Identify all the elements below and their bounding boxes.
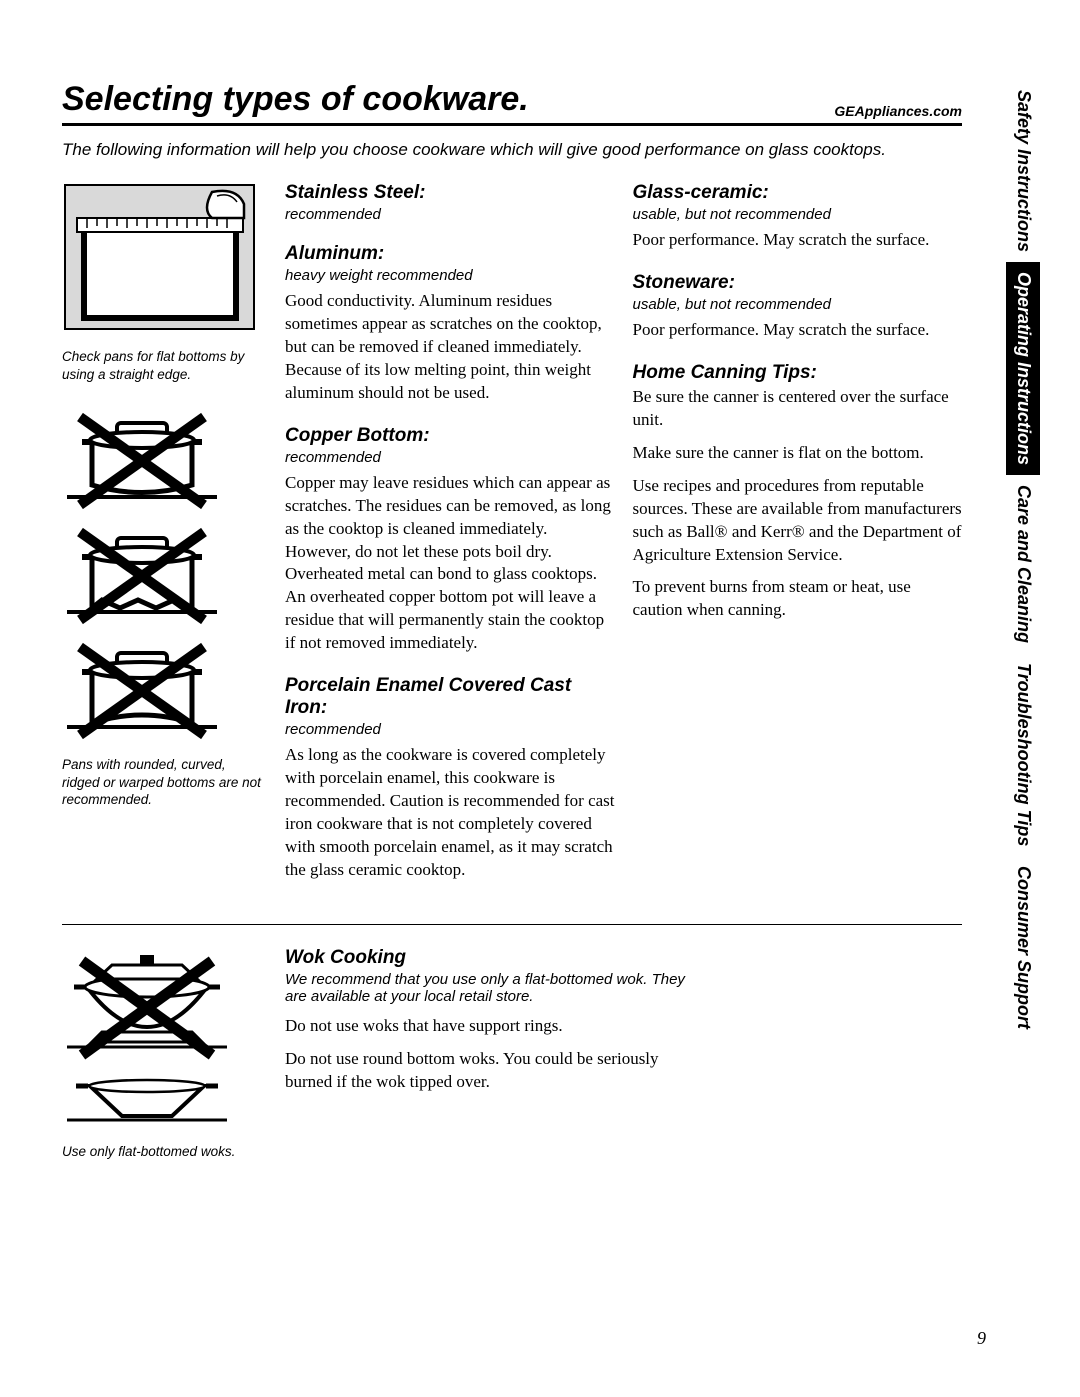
col-mid: Stainless Steel: recommended Aluminum: h… [285,182,615,902]
illus-bad-pan-3 [62,635,267,740]
sec-glass-ceramic: Glass-ceramic: usable, but not recommend… [633,182,963,252]
illus-wok-good [62,1072,267,1127]
illus-bad-pan-1 [62,405,267,510]
site-link[interactable]: GEAppliances.com [834,103,962,119]
sec-title: Stainless Steel: [285,182,615,204]
sec-wok: Wok Cooking We recommend that you use on… [285,947,705,1183]
sec-canning: Home Canning Tips: Be sure the canner is… [633,362,963,622]
sec-sub: heavy weight recommended [285,267,615,284]
col-right: Glass-ceramic: usable, but not recommend… [633,182,963,902]
sec-body: Good conductivity. Aluminum residues som… [285,290,615,405]
sec-sub: We recommend that you use only a flat-bo… [285,971,705,1005]
sec-body: Poor performance. May scratch the surfac… [633,229,963,252]
side-tabs: Safety Instructions Operating Instructio… [1006,80,1040,1039]
sec-body: Copper may leave residues which can appe… [285,472,615,656]
sec-title: Copper Bottom: [285,425,615,447]
sec-aluminum: Aluminum: heavy weight recommended Good … [285,243,615,405]
sec-stainless: Stainless Steel: recommended [285,182,615,223]
illus-bad-pan-2 [62,520,267,625]
page-title: Selecting types of cookware. [62,80,529,119]
tab-consumer[interactable]: Consumer Support [1006,856,1040,1039]
sec-sub: recommended [285,721,615,738]
illustrations: Check pans for flat bottoms by using a s… [62,182,267,902]
caption-flat-bottom: Check pans for flat bottoms by using a s… [62,348,262,383]
sec-body: Be sure the canner is centered over the … [633,386,963,622]
sec-title: Porcelain Enamel Covered Cast Iron: [285,675,615,719]
sec-title: Aluminum: [285,243,615,265]
sec-body: Do not use woks that have support rings.… [285,1015,705,1094]
sec-title: Wok Cooking [285,947,705,969]
illus-flat-bottom [62,182,267,332]
intro-text: The following information will help you … [62,140,962,160]
sec-porcelain: Porcelain Enamel Covered Cast Iron: reco… [285,675,615,882]
sec-sub: recommended [285,449,615,466]
sec-sub: usable, but not recommended [633,206,963,223]
divider [62,924,962,925]
sec-body: Poor performance. May scratch the surfac… [633,319,963,342]
tab-safety[interactable]: Safety Instructions [1006,80,1040,262]
tab-troubleshoot[interactable]: Troubleshooting Tips [1006,653,1040,856]
illus-wok-bad [62,947,267,1062]
sec-title: Home Canning Tips: [633,362,963,384]
sec-title: Stoneware: [633,272,963,294]
page-number: 9 [977,1328,986,1349]
sec-copper: Copper Bottom: recommended Copper may le… [285,425,615,656]
wok-illus-col: Use only flat-bottomed woks. [62,947,267,1183]
header: Selecting types of cookware. GEAppliance… [62,80,962,126]
caption-bad-pans: Pans with rounded, curved, ridged or war… [62,756,262,809]
tab-care[interactable]: Care and Cleaning [1006,475,1040,653]
caption-wok: Use only flat-bottomed woks. [62,1143,262,1161]
sec-sub: usable, but not recommended [633,296,963,313]
tab-operating[interactable]: Operating Instructions [1006,262,1040,475]
sec-sub: recommended [285,206,615,223]
sec-stoneware: Stoneware: usable, but not recommended P… [633,272,963,342]
sec-title: Glass-ceramic: [633,182,963,204]
sec-body: As long as the cookware is covered compl… [285,744,615,882]
